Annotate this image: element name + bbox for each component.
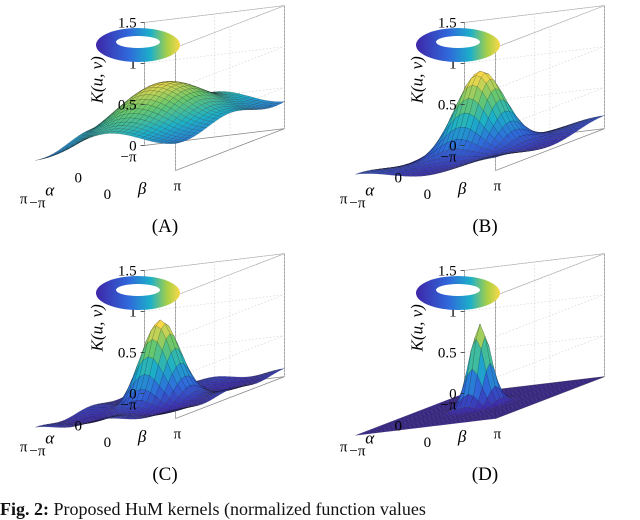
panel-label: (D) <box>472 464 498 485</box>
beta-tick-label: −π <box>29 195 45 211</box>
beta-tick-label: π <box>174 179 182 195</box>
alpha-tick-label: 0 <box>395 418 403 434</box>
beta-tick-label: −π <box>29 443 45 459</box>
caption-prefix: Fig. 2: <box>0 499 49 519</box>
z-axis-label: K(u, v) <box>408 304 427 353</box>
panel-label: (B) <box>472 216 497 237</box>
beta-tick-label: 0 <box>104 435 112 451</box>
torus-inset-icon <box>96 28 180 62</box>
surface-mesh <box>35 81 284 160</box>
surface-patch <box>35 158 44 160</box>
torus-hole <box>116 284 160 296</box>
alpha-tick-label: π <box>20 439 28 455</box>
beta-axis-label: β <box>137 427 147 446</box>
surface-mesh <box>355 71 604 176</box>
z-tick-label: 0.5 <box>118 97 137 113</box>
alpha-tick-label: 0 <box>75 418 83 434</box>
alpha-axis-label: α <box>45 429 55 448</box>
alpha-tick-label: π <box>340 191 348 207</box>
alpha-tick-label: −π <box>441 397 457 413</box>
alpha-axis-label: α <box>365 429 375 448</box>
torus-inset-icon <box>96 276 180 310</box>
beta-tick-label: π <box>494 179 502 195</box>
z-axis-label: K(u, v) <box>88 56 107 105</box>
beta-axis-label: β <box>137 179 147 198</box>
beta-tick-label: π <box>174 427 182 443</box>
panel-label: (A) <box>152 216 178 237</box>
beta-tick-label: −π <box>349 443 365 459</box>
torus-hole <box>436 36 480 48</box>
torus-hole <box>436 284 480 296</box>
figure-caption: Fig. 2: Proposed HuM kernels (normalized… <box>0 498 640 520</box>
surface-mesh <box>355 324 604 435</box>
beta-tick-label: 0 <box>104 187 112 203</box>
torus-inset-icon <box>416 28 500 62</box>
beta-tick-label: 0 <box>424 187 432 203</box>
beta-tick-label: −π <box>349 195 365 211</box>
alpha-tick-label: −π <box>121 397 137 413</box>
caption-text: Proposed HuM kernels (normalized functio… <box>54 499 426 519</box>
alpha-tick-label: −π <box>441 149 457 165</box>
alpha-tick-label: 0 <box>75 170 83 186</box>
torus-inset-icon <box>416 276 500 310</box>
alpha-tick-label: 0 <box>395 170 403 186</box>
z-tick-label: 0.5 <box>118 345 137 361</box>
alpha-tick-label: π <box>20 191 28 207</box>
z-axis-label: K(u, v) <box>408 56 427 105</box>
z-axis-label: K(u, v) <box>88 304 107 353</box>
panel-label: (C) <box>152 464 177 485</box>
torus-hole <box>116 36 160 48</box>
beta-axis-label: β <box>457 427 467 446</box>
z-tick-label: 0.5 <box>438 97 457 113</box>
beta-axis-label: β <box>457 179 467 198</box>
alpha-axis-label: α <box>45 181 55 200</box>
surface-mesh <box>35 320 284 428</box>
beta-tick-label: π <box>494 427 502 443</box>
alpha-tick-label: −π <box>121 149 137 165</box>
z-tick-label: 0.5 <box>438 345 457 361</box>
beta-tick-label: 0 <box>424 435 432 451</box>
alpha-axis-label: α <box>365 181 375 200</box>
alpha-tick-label: π <box>340 439 348 455</box>
